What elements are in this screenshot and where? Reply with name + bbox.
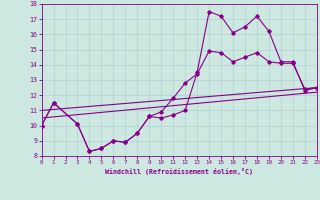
X-axis label: Windchill (Refroidissement éolien,°C): Windchill (Refroidissement éolien,°C) [105,168,253,175]
